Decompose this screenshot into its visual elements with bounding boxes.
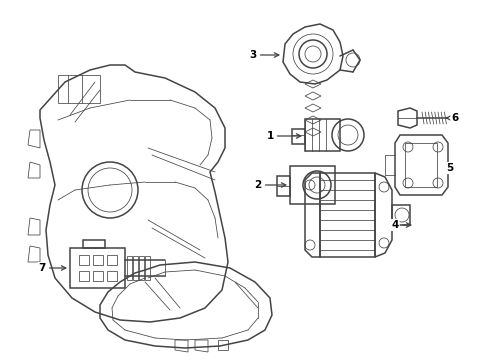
Text: 6: 6 <box>446 113 459 123</box>
Bar <box>127 256 132 280</box>
Bar <box>405 143 437 187</box>
Text: 7: 7 <box>38 263 66 273</box>
Bar <box>133 256 138 280</box>
Text: 3: 3 <box>249 50 279 60</box>
Bar <box>107 271 117 281</box>
Bar <box>107 255 117 265</box>
Bar <box>320 173 375 257</box>
Bar <box>392 205 410 225</box>
Bar <box>70 248 125 288</box>
Bar <box>139 256 144 280</box>
Bar <box>93 255 103 265</box>
Bar <box>58 75 100 103</box>
Text: 5: 5 <box>446 163 454 173</box>
Bar <box>277 176 290 196</box>
Bar <box>290 166 335 204</box>
Bar <box>79 271 89 281</box>
Text: 4: 4 <box>392 220 411 230</box>
Bar <box>83 240 105 248</box>
Bar <box>145 256 150 280</box>
Bar <box>79 255 89 265</box>
Bar <box>93 271 103 281</box>
Text: 1: 1 <box>267 131 301 141</box>
Bar <box>292 129 305 144</box>
Text: 2: 2 <box>254 180 286 190</box>
Bar <box>305 119 340 151</box>
